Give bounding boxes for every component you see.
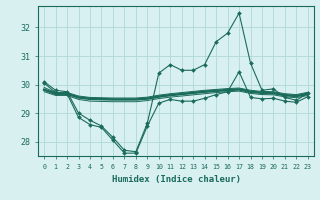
X-axis label: Humidex (Indice chaleur): Humidex (Indice chaleur)	[111, 175, 241, 184]
